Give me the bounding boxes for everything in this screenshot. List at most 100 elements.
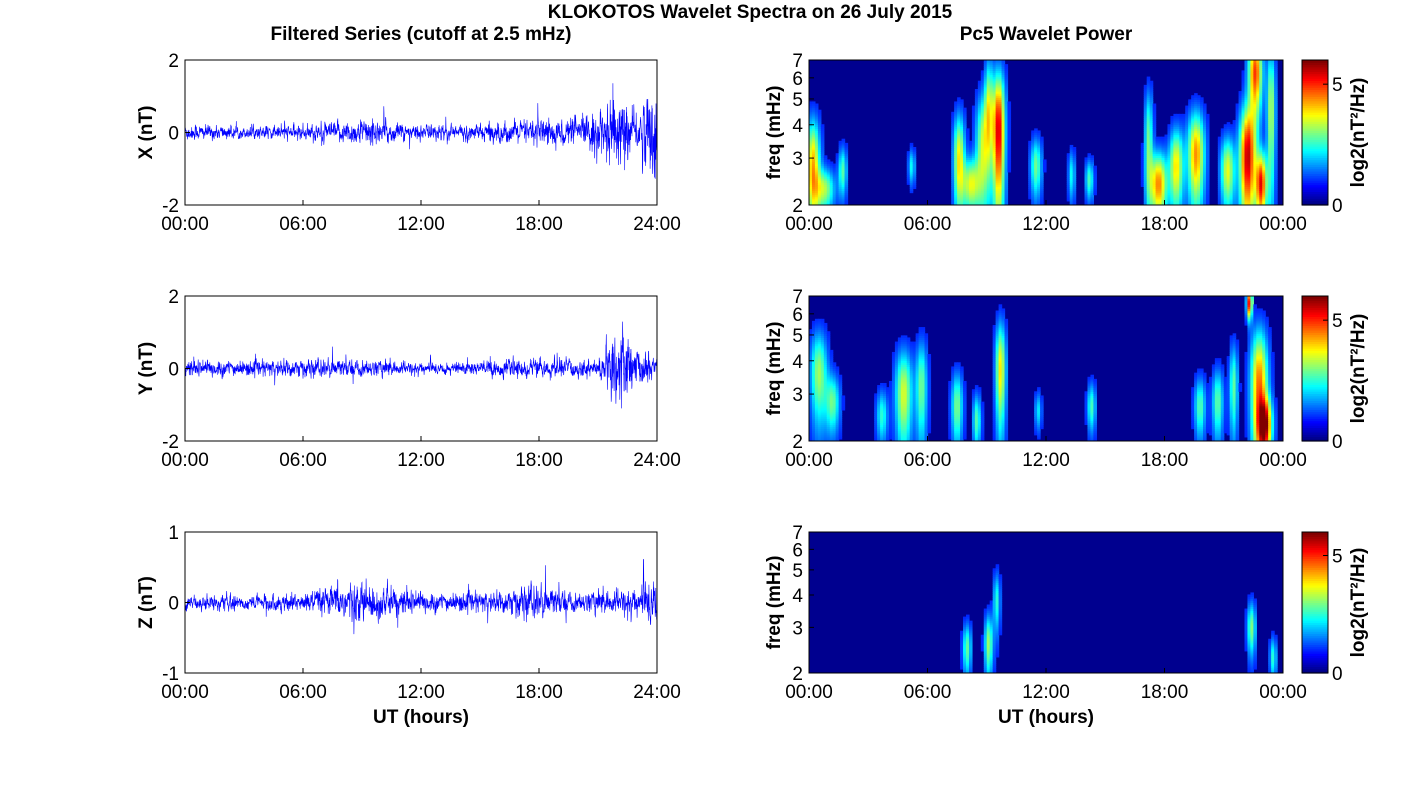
power-cell [1004, 138, 1009, 142]
power-cell [1072, 151, 1077, 154]
power-cell [957, 99, 961, 103]
power-cell [980, 103, 985, 107]
power-cell [832, 418, 837, 421]
power-cell [835, 165, 840, 169]
power-cell [1244, 165, 1249, 169]
power-cell [1253, 140, 1257, 144]
power-cell [1265, 109, 1269, 113]
power-cell [1259, 111, 1263, 115]
power-cell [995, 144, 1000, 148]
power-cell [906, 178, 911, 181]
power-cell [1028, 182, 1032, 185]
power-cell [1241, 182, 1246, 185]
power-cell [909, 182, 914, 185]
power-cell [998, 68, 1003, 71]
power-cell [1155, 165, 1160, 169]
power-cell [1149, 80, 1154, 84]
power-cell [909, 184, 914, 187]
power-cell [841, 151, 846, 154]
power-cell [992, 78, 997, 82]
power-cell [811, 190, 816, 194]
power-cell [823, 387, 828, 390]
power-cell [1185, 134, 1189, 138]
power-cell [814, 395, 819, 399]
power-cell [1191, 169, 1195, 173]
power-cell [826, 182, 831, 185]
power-cell [1241, 130, 1246, 134]
power-cell [954, 111, 958, 115]
colorbar-swatch [1302, 202, 1328, 206]
power-cell [1176, 118, 1180, 121]
power-cell [1164, 196, 1169, 200]
power-cell [811, 424, 816, 428]
power-cell [1226, 124, 1231, 127]
power-cell [1268, 159, 1272, 163]
power-cell [1152, 142, 1157, 146]
power-cell [968, 180, 973, 183]
power-cell [1028, 194, 1032, 198]
power-cell [968, 161, 973, 165]
power-cell [1232, 140, 1237, 144]
power-cell [1229, 153, 1234, 156]
power-cell [1161, 184, 1166, 187]
power-cell [957, 169, 961, 173]
power-cell [1173, 151, 1177, 154]
power-cell [1197, 134, 1201, 138]
power-cell [1265, 107, 1269, 111]
power-cell [977, 91, 982, 94]
power-cell [951, 186, 955, 190]
power-cell [835, 385, 840, 388]
power-cell [1170, 192, 1174, 196]
power-cell [1176, 124, 1180, 127]
power-cell [1256, 72, 1260, 76]
power-cell [1176, 155, 1180, 158]
power-cell [814, 322, 819, 326]
power-cell [1223, 142, 1228, 146]
power-cell [1223, 188, 1228, 192]
power-cell [983, 178, 988, 181]
power-cell [998, 105, 1003, 109]
power-cell [1194, 192, 1198, 196]
power-cell [1188, 184, 1192, 187]
power-cell [1205, 159, 1210, 163]
power-cell [811, 155, 816, 158]
power-cell [1259, 99, 1263, 103]
power-cell [1259, 142, 1263, 146]
power-cell [1253, 130, 1257, 134]
power-cell [998, 136, 1003, 140]
power-cell [1256, 153, 1260, 156]
power-cell [814, 192, 819, 196]
power-cell [1200, 171, 1204, 175]
power-cell [1223, 138, 1228, 142]
power-cell [1259, 115, 1263, 119]
power-cell [814, 339, 819, 343]
power-cell [1265, 130, 1269, 134]
power-cell [1001, 163, 1006, 167]
power-cell [1262, 130, 1266, 134]
power-cell [983, 74, 988, 78]
power-cell [809, 432, 813, 436]
power-cell [880, 393, 884, 397]
power-cell [974, 173, 979, 177]
power-cell [1197, 142, 1201, 146]
power-cell [971, 161, 976, 165]
power-cell [1238, 99, 1243, 103]
power-cell [998, 99, 1003, 103]
power-cell [817, 414, 822, 417]
power-cell [1191, 138, 1195, 142]
power-cell [809, 101, 813, 105]
power-cell [1244, 120, 1249, 123]
power-cell [909, 180, 914, 183]
power-cell [1146, 165, 1151, 169]
power-cell [1146, 157, 1151, 161]
power-cell [1149, 173, 1154, 177]
power-cell [995, 74, 1000, 78]
power-cell [1146, 202, 1151, 205]
power-cell [1247, 157, 1252, 161]
power-cell [966, 198, 970, 202]
power-cell [1253, 109, 1257, 113]
power-cell [1238, 192, 1243, 196]
power-cell [986, 66, 991, 69]
power-cell [1220, 169, 1225, 173]
